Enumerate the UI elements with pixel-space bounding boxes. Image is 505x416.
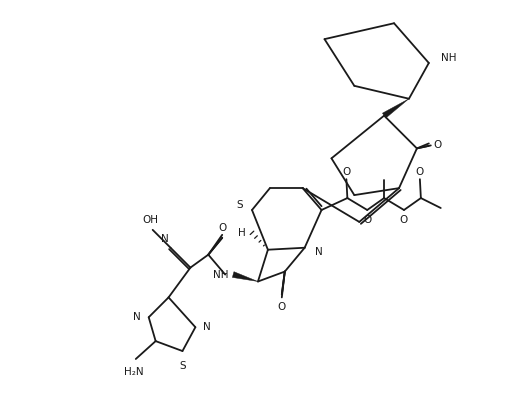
- Text: O: O: [341, 167, 350, 177]
- Text: NH: NH: [212, 270, 228, 280]
- Text: S: S: [179, 361, 185, 371]
- Polygon shape: [382, 99, 408, 118]
- Text: NH: NH: [440, 53, 456, 63]
- Text: S: S: [236, 200, 242, 210]
- Text: N: N: [133, 312, 140, 322]
- Text: O: O: [433, 141, 441, 151]
- Text: O: O: [363, 215, 371, 225]
- Text: O: O: [218, 223, 226, 233]
- Text: H: H: [238, 228, 245, 238]
- Polygon shape: [232, 272, 258, 282]
- Text: O: O: [277, 302, 285, 312]
- Text: O: O: [415, 167, 423, 177]
- Text: O: O: [399, 215, 408, 225]
- Text: OH: OH: [142, 215, 159, 225]
- Text: N: N: [203, 322, 211, 332]
- Text: N: N: [161, 234, 168, 244]
- Text: N: N: [314, 247, 322, 257]
- Text: H₂N: H₂N: [124, 367, 143, 377]
